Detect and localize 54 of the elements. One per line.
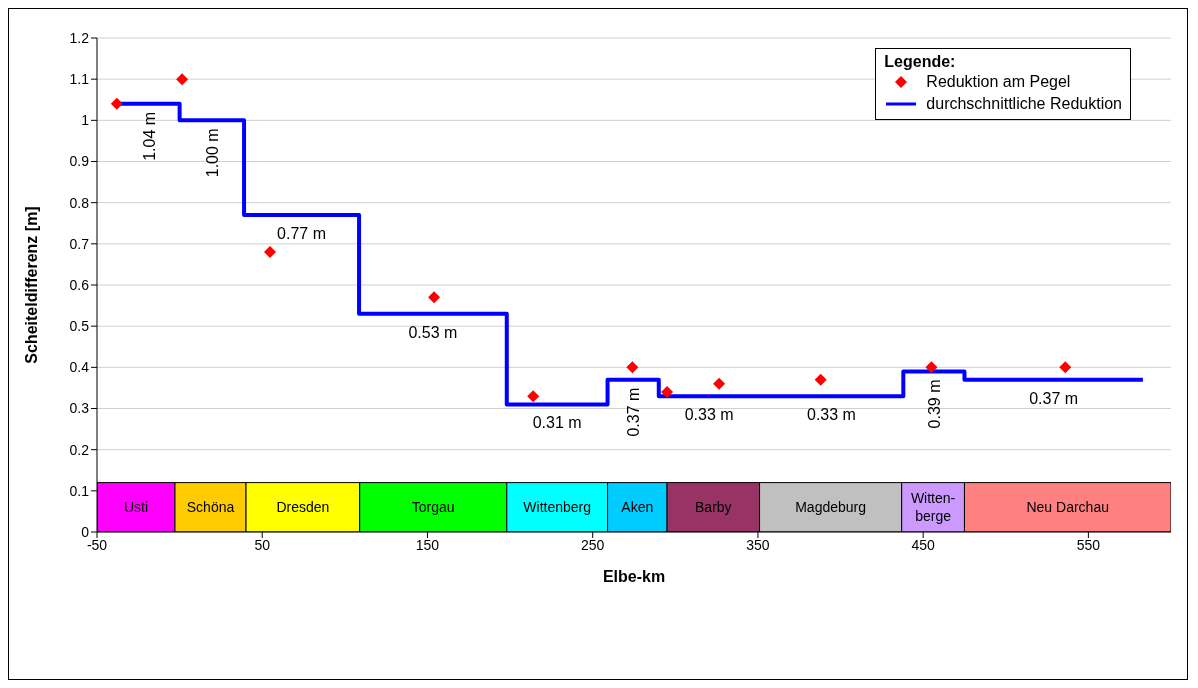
- x-tick-label: 450: [911, 536, 936, 553]
- band-label: Torgau: [411, 499, 455, 516]
- x-tick-label: 250: [581, 536, 605, 553]
- annotation: 0.39 m: [925, 379, 943, 429]
- annotation: 0.53 m: [408, 323, 458, 341]
- annotation: 0.37 m: [1029, 389, 1079, 407]
- point: [925, 361, 938, 374]
- band-label: Dresden: [276, 499, 330, 516]
- annotation: 0.33 m: [806, 406, 856, 424]
- point: [1059, 361, 1072, 374]
- point: [713, 377, 726, 390]
- band-label: Aken: [621, 499, 654, 516]
- band-label: Magdeburg: [795, 499, 867, 516]
- legend-title: Legende:: [884, 53, 957, 71]
- y-tick-label: 0.7: [69, 235, 90, 252]
- x-tick-label: 150: [415, 536, 440, 553]
- point: [428, 291, 441, 304]
- y-tick-label: 0.6: [69, 276, 90, 293]
- y-tick-label: 0.8: [69, 194, 90, 211]
- band-label: Usti: [123, 499, 149, 516]
- legend-label: Reduktion am Pegel: [926, 73, 1071, 91]
- point: [814, 373, 827, 386]
- annotation: 1.04 m: [141, 111, 159, 161]
- y-tick-label: 0.3: [69, 400, 90, 417]
- point: [626, 361, 639, 374]
- point: [176, 73, 189, 86]
- annotation: 0.31 m: [532, 414, 582, 432]
- annotation: 0.77 m: [277, 225, 327, 243]
- band-label: Neu Darchau: [1026, 499, 1109, 516]
- y-tick-label: 0.5: [69, 318, 90, 335]
- band-label: Witten-berge: [910, 490, 956, 525]
- point: [527, 390, 540, 403]
- x-tick-label: 550: [1076, 536, 1101, 553]
- x-tick-label: 50: [254, 536, 271, 553]
- annotation: 1.00 m: [203, 128, 221, 178]
- point: [110, 97, 123, 110]
- band-label: Schöna: [186, 499, 235, 516]
- annotation: 0.37 m: [625, 387, 643, 437]
- annotation: 0.33 m: [684, 406, 734, 424]
- y-tick-label: 0.1: [69, 482, 90, 499]
- legend-label: durchschnittliche Reduktion: [926, 95, 1122, 113]
- y-axis-title: Scheiteldifferenz [m]: [22, 206, 40, 364]
- point: [264, 246, 276, 259]
- x-axis-title: Elbe-km: [602, 568, 666, 585]
- y-tick-label: 1.2: [69, 29, 90, 46]
- y-tick-label: 0.9: [69, 153, 90, 170]
- point: [661, 386, 674, 399]
- y-tick-label: 0.4: [69, 359, 90, 376]
- y-tick-label: 1: [81, 112, 90, 129]
- x-tick-label: 350: [746, 536, 770, 553]
- y-tick-label: 0.2: [69, 441, 90, 458]
- y-tick-label: 1.1: [69, 71, 90, 88]
- band-label: Wittenberg: [523, 499, 592, 516]
- band-label: Barby: [695, 499, 732, 516]
